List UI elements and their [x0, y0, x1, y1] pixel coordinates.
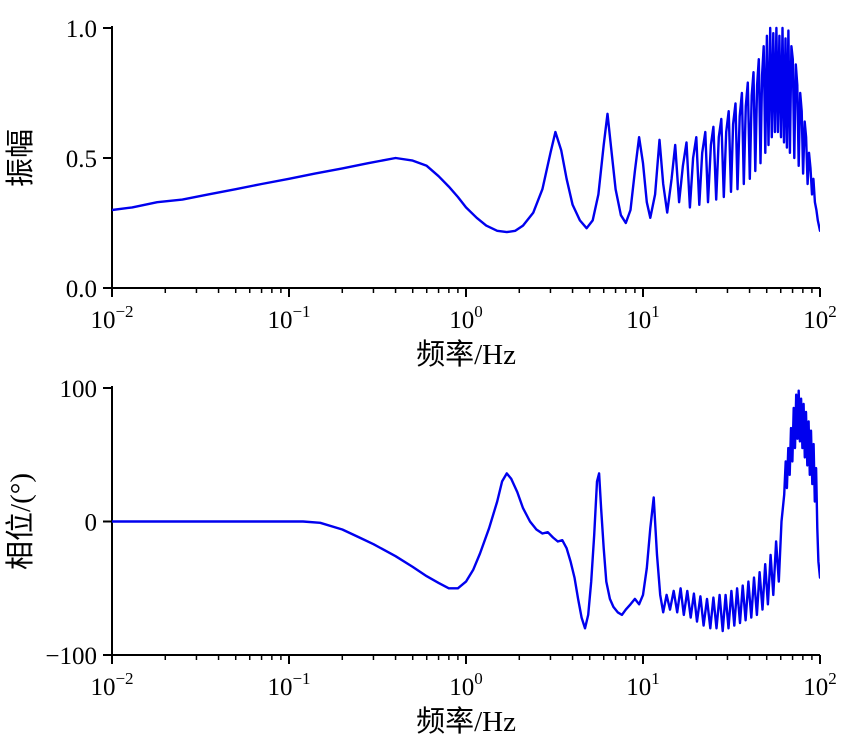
x-axis-label: 频率/Hz [416, 338, 516, 368]
y-tick-label: 0.5 [66, 146, 97, 173]
x-tick-label: 102 [803, 669, 837, 701]
amplitude-plot: 10−2 10−1 100 101 102 0.0 0.5 1.0 频率/Hz 振幅 [4, 16, 837, 371]
phase-chart: 10−2 10−1 100 101 102 −100 0 100 频率/Hz 相位/(°) [0, 368, 850, 735]
x-tick-label: 102 [803, 302, 837, 334]
y-axis-label: 振幅 [4, 129, 37, 187]
x-axis-label: 频率/Hz [416, 705, 516, 735]
y-tick-label: −100 [45, 643, 97, 670]
x-tick-label: 100 [449, 669, 483, 701]
y-tick-label: 1.0 [66, 16, 97, 43]
y-axis-label: 相位/(°) [4, 473, 37, 570]
amplitude-chart: 10−2 10−1 100 101 102 0.0 0.5 1.0 频率/Hz 振幅 [4, 16, 837, 371]
x-tick-label: 10−2 [90, 669, 133, 701]
x-tick-label: 101 [626, 669, 660, 701]
amplitude-curve [112, 26, 820, 234]
y-tick-label: 100 [60, 376, 98, 403]
y-tick-label: 0.0 [66, 276, 97, 303]
y-tick-label: 0 [85, 510, 98, 537]
x-tick-label: 10−1 [267, 302, 310, 334]
phase-curve [112, 389, 820, 633]
x-tick-label: 100 [449, 302, 483, 334]
phase-plot: 10−2 10−1 100 101 102 −100 0 100 频率/Hz 相位/(°) [4, 376, 837, 735]
x-tick-label: 10−2 [90, 302, 133, 334]
x-tick-label: 10−1 [267, 669, 310, 701]
x-tick-label: 101 [626, 302, 660, 334]
